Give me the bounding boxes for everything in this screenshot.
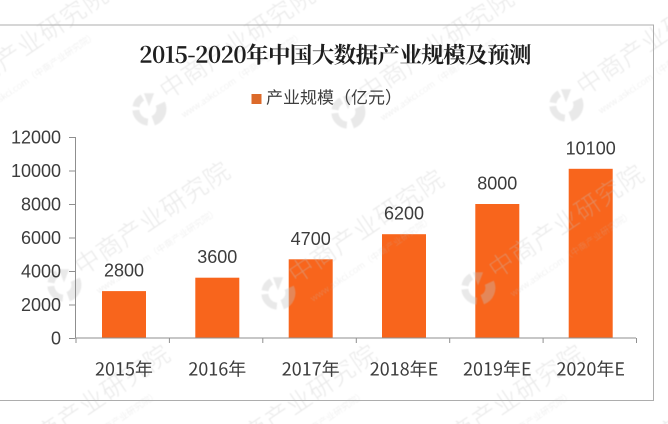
svg-text:0: 0 bbox=[51, 329, 61, 349]
svg-text:8000: 8000 bbox=[477, 174, 517, 194]
svg-text:2000: 2000 bbox=[21, 295, 61, 315]
svg-text:10000: 10000 bbox=[11, 161, 61, 181]
svg-text:8000: 8000 bbox=[21, 195, 61, 215]
svg-text:4000: 4000 bbox=[21, 262, 61, 282]
svg-text:12000: 12000 bbox=[11, 128, 61, 148]
svg-text:3600: 3600 bbox=[197, 247, 237, 267]
svg-text:4700: 4700 bbox=[291, 229, 331, 249]
svg-text:6000: 6000 bbox=[21, 228, 61, 248]
svg-text:6200: 6200 bbox=[384, 204, 424, 224]
svg-text:2800: 2800 bbox=[104, 261, 144, 281]
svg-text:10100: 10100 bbox=[566, 138, 616, 158]
